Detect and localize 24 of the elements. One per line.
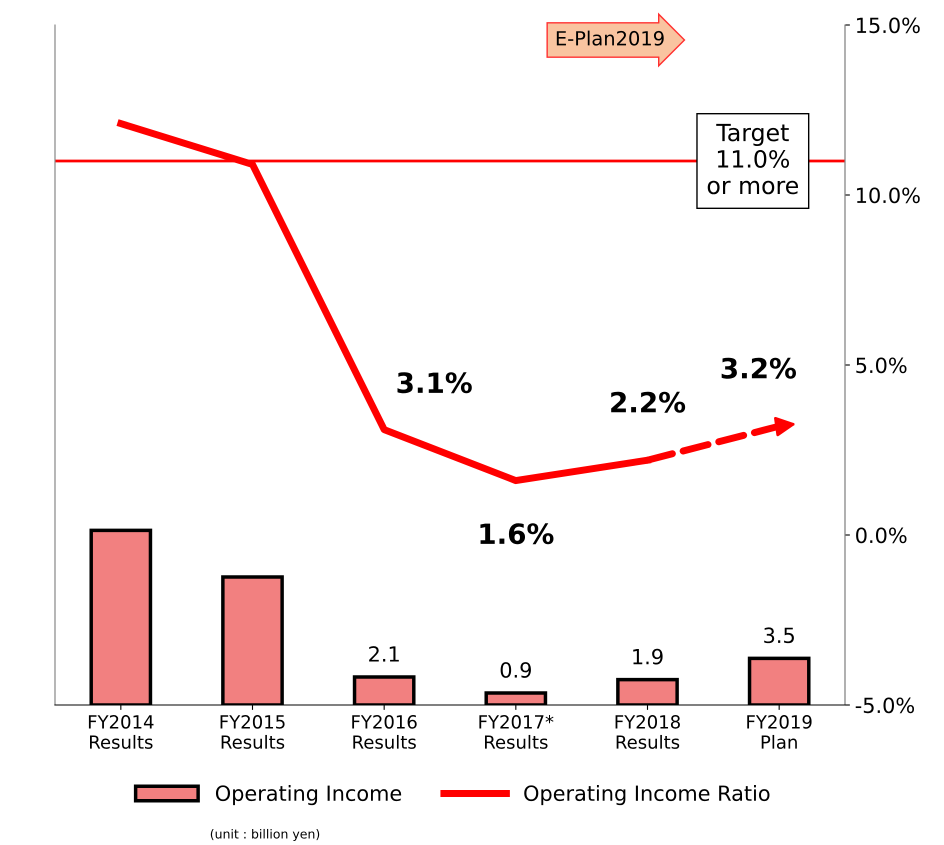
data-label: 3.2% xyxy=(722,358,796,379)
data-label: 2.2% xyxy=(611,392,686,413)
annotation: E-Plan2019 xyxy=(556,30,664,46)
y2-tick-label: 5.0% xyxy=(856,357,906,374)
data-label: 0.9 xyxy=(500,662,531,678)
data-label: 1.9 xyxy=(633,648,663,665)
data-label: 3.1% xyxy=(398,372,472,394)
ref-line-label: Target 11.0% or more xyxy=(708,124,798,194)
x-tick-label: FY2018 Results xyxy=(616,715,680,749)
text: (unit : billion yen) xyxy=(210,828,320,842)
legend-label: Operating Income xyxy=(216,784,402,806)
data-label: 1.6% xyxy=(480,523,554,544)
data-label: 2.1 xyxy=(369,646,399,662)
y2-tick-label: -5.0% xyxy=(856,697,914,714)
x-tick-label: FY2017* Results xyxy=(479,715,554,749)
x-tick-label: FY2015 Results xyxy=(220,715,285,749)
x-tick-label: FY2014 Results xyxy=(88,715,154,749)
data-label: 3.5 xyxy=(764,627,794,644)
y2-tick-label: 10.0% xyxy=(857,187,920,204)
x-tick-label: FY2016 Results xyxy=(352,715,417,749)
y2-tick-label: 15.0% xyxy=(857,17,920,34)
x-tick-label: FY2019 Plan xyxy=(747,715,812,749)
legend-label: Operating Income Ratio xyxy=(524,784,770,806)
y2-tick-label: 0.0% xyxy=(856,527,906,544)
